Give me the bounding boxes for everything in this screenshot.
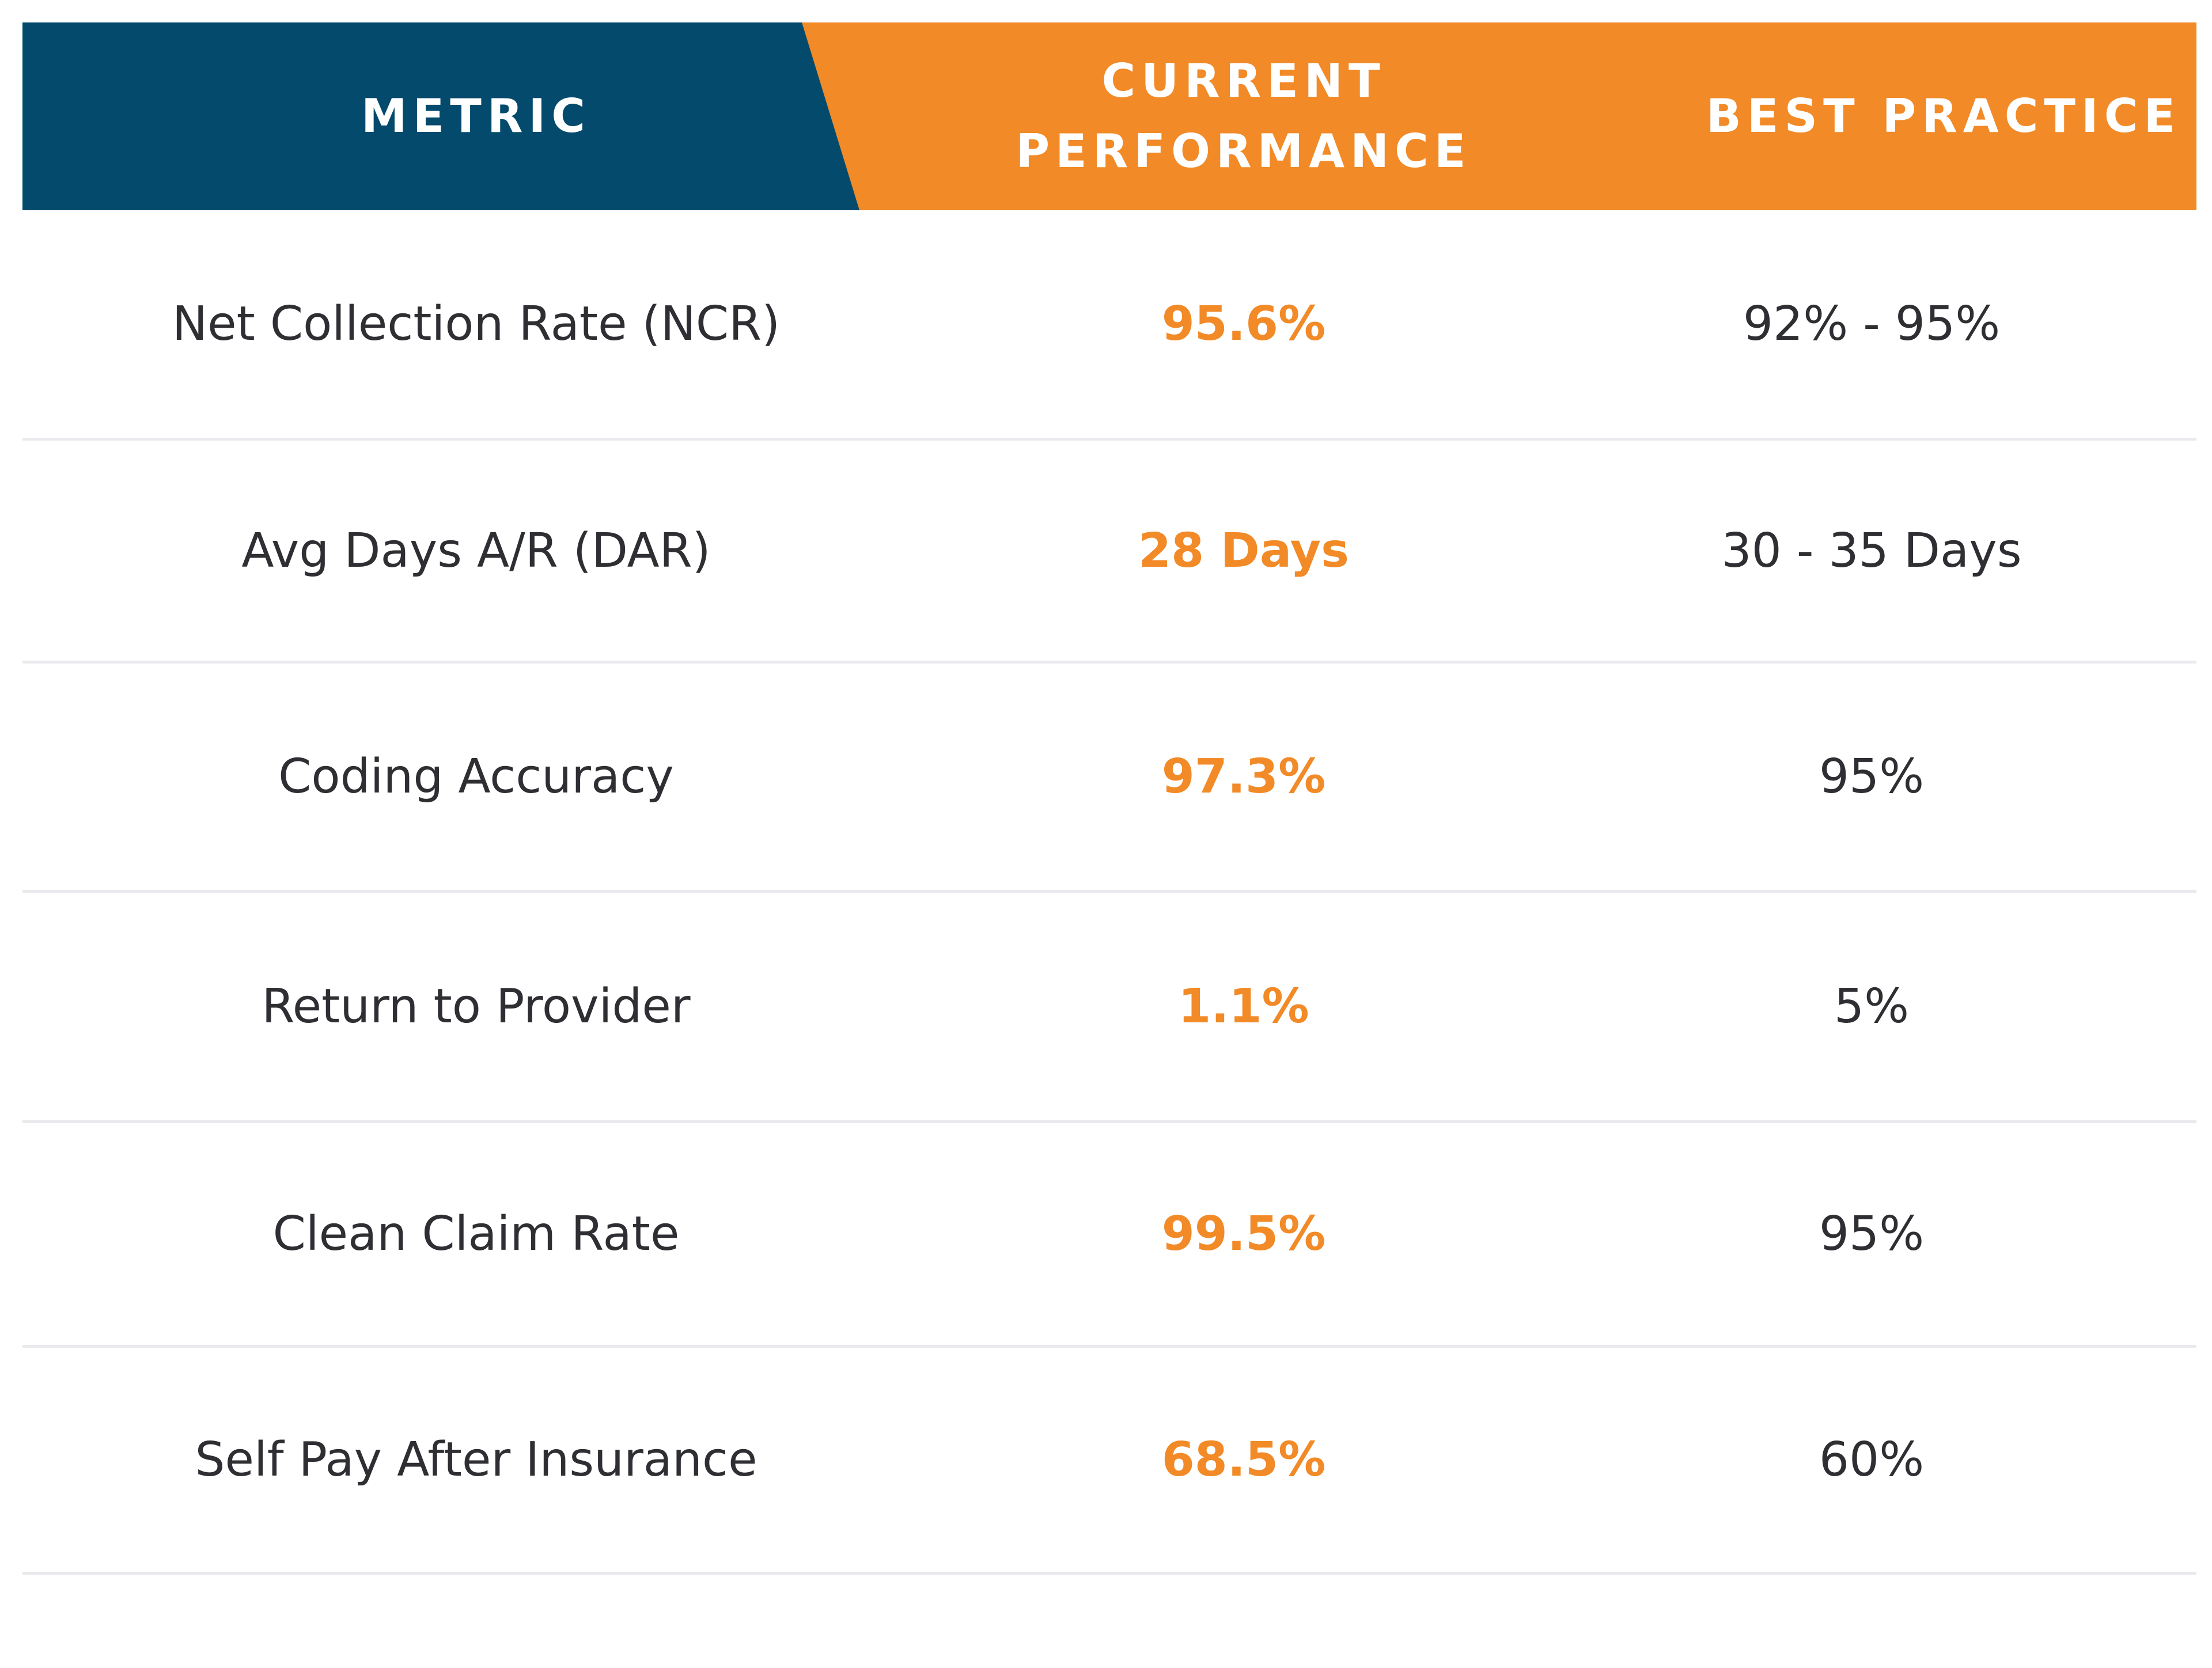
metric-header-background [22, 22, 859, 210]
best-practice-column-header: BEST PRACTICE [1612, 22, 2196, 210]
best-practice-cell: 92% - 95% [1743, 297, 2001, 351]
best-practice-cell: 5% [1834, 979, 1910, 1034]
table-row: Self Pay After Insurance 68.5% 60% [22, 1348, 2196, 1575]
metric-cell: Self Pay After Insurance [195, 1432, 757, 1487]
metric-cell: Clean Claim Rate [272, 1207, 680, 1261]
current-value-cell: 99.5% [1161, 1207, 1326, 1261]
metric-cell: Net Collection Rate (NCR) [172, 297, 781, 351]
current-value-cell: 68.5% [1161, 1432, 1326, 1487]
metric-cell: Return to Provider [262, 979, 691, 1034]
table-row: Avg Days A/R (DAR) 28 Days 30 - 35 Days [22, 441, 2196, 664]
current-performance-column-header: CURRENT PERFORMANCE [812, 22, 1676, 210]
table-row: Return to Provider 1.1% 5% [22, 893, 2196, 1123]
metric-cell: Coding Accuracy [278, 749, 674, 804]
current-value-cell: 95.6% [1161, 297, 1326, 351]
best-practice-cell: 95% [1819, 1207, 1925, 1261]
current-header-line1: CURRENT [1101, 54, 1386, 108]
current-value-cell: 97.3% [1161, 749, 1326, 804]
table-row: Clean Claim Rate 99.5% 95% [22, 1123, 2196, 1348]
best-practice-cell: 60% [1819, 1432, 1925, 1487]
best-practice-column-header-label: BEST PRACTICE [1706, 89, 2181, 143]
best-practice-cell: 30 - 35 Days [1721, 523, 2022, 578]
table-row: Coding Accuracy 97.3% 95% [22, 664, 2196, 893]
best-practice-cell: 95% [1819, 749, 1925, 804]
table-header: METRIC CURRENT PERFORMANCE BEST PRACTICE [22, 22, 2196, 210]
metric-column-header: METRIC [22, 22, 930, 210]
table-row: Net Collection Rate (NCR) 95.6% 92% - 95… [22, 210, 2196, 441]
metrics-table: METRIC CURRENT PERFORMANCE BEST PRACTICE… [22, 22, 2196, 1575]
current-value-cell: 1.1% [1178, 979, 1309, 1034]
metric-cell: Avg Days A/R (DAR) [241, 523, 711, 578]
current-value-cell: 28 Days [1138, 523, 1349, 578]
current-header-line2: PERFORMANCE [1016, 124, 1472, 178]
metric-column-header-label: METRIC [361, 89, 591, 143]
